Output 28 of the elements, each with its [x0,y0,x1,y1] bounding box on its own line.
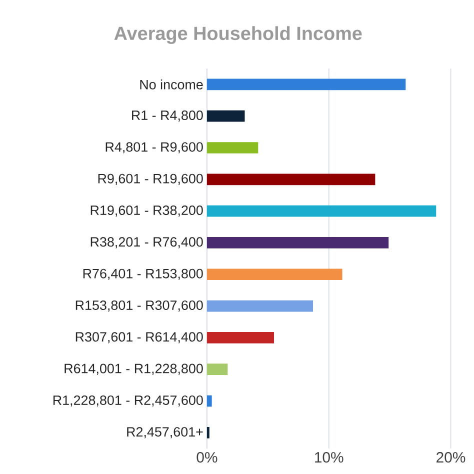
y-tick-label: R9,601 - R19,600 [98,174,203,185]
bar [206,268,342,280]
x-tick-label: 20% [436,452,466,463]
y-tick-label: R4,801 - R9,600 [106,142,203,154]
y-tick-label: No income [140,79,203,90]
y-tick-label: R1 - R4,800 [132,110,203,122]
chart-title: Average Household Income [114,26,362,44]
y-tick-label: R153,801 - R307,600 [76,300,203,312]
y-tick-label: R614,001 - R1,228,800 [64,364,203,375]
y-tick-label: R1,228,801 - R2,457,600 [53,395,203,407]
y-tick-label: R307,601 - R614,400 [76,332,203,344]
y-tick-label: R2,457,601+ [127,427,203,438]
bar [206,364,228,376]
bar [206,426,210,438]
bar [206,332,274,344]
bar [206,205,436,217]
bar [206,110,245,122]
bar [206,142,258,154]
bar [206,174,376,186]
x-tick-label: 0% [196,452,218,463]
bar [206,300,314,312]
bar [206,237,389,248]
bar [206,78,406,90]
y-tick-label: R19,601 - R38,200 [90,206,203,217]
y-tick-label: R76,401 - R153,800 [83,268,203,280]
y-tick-label: R38,201 - R76,400 [90,237,203,248]
x-tick-label: 10% [315,452,344,463]
bar [206,395,212,407]
